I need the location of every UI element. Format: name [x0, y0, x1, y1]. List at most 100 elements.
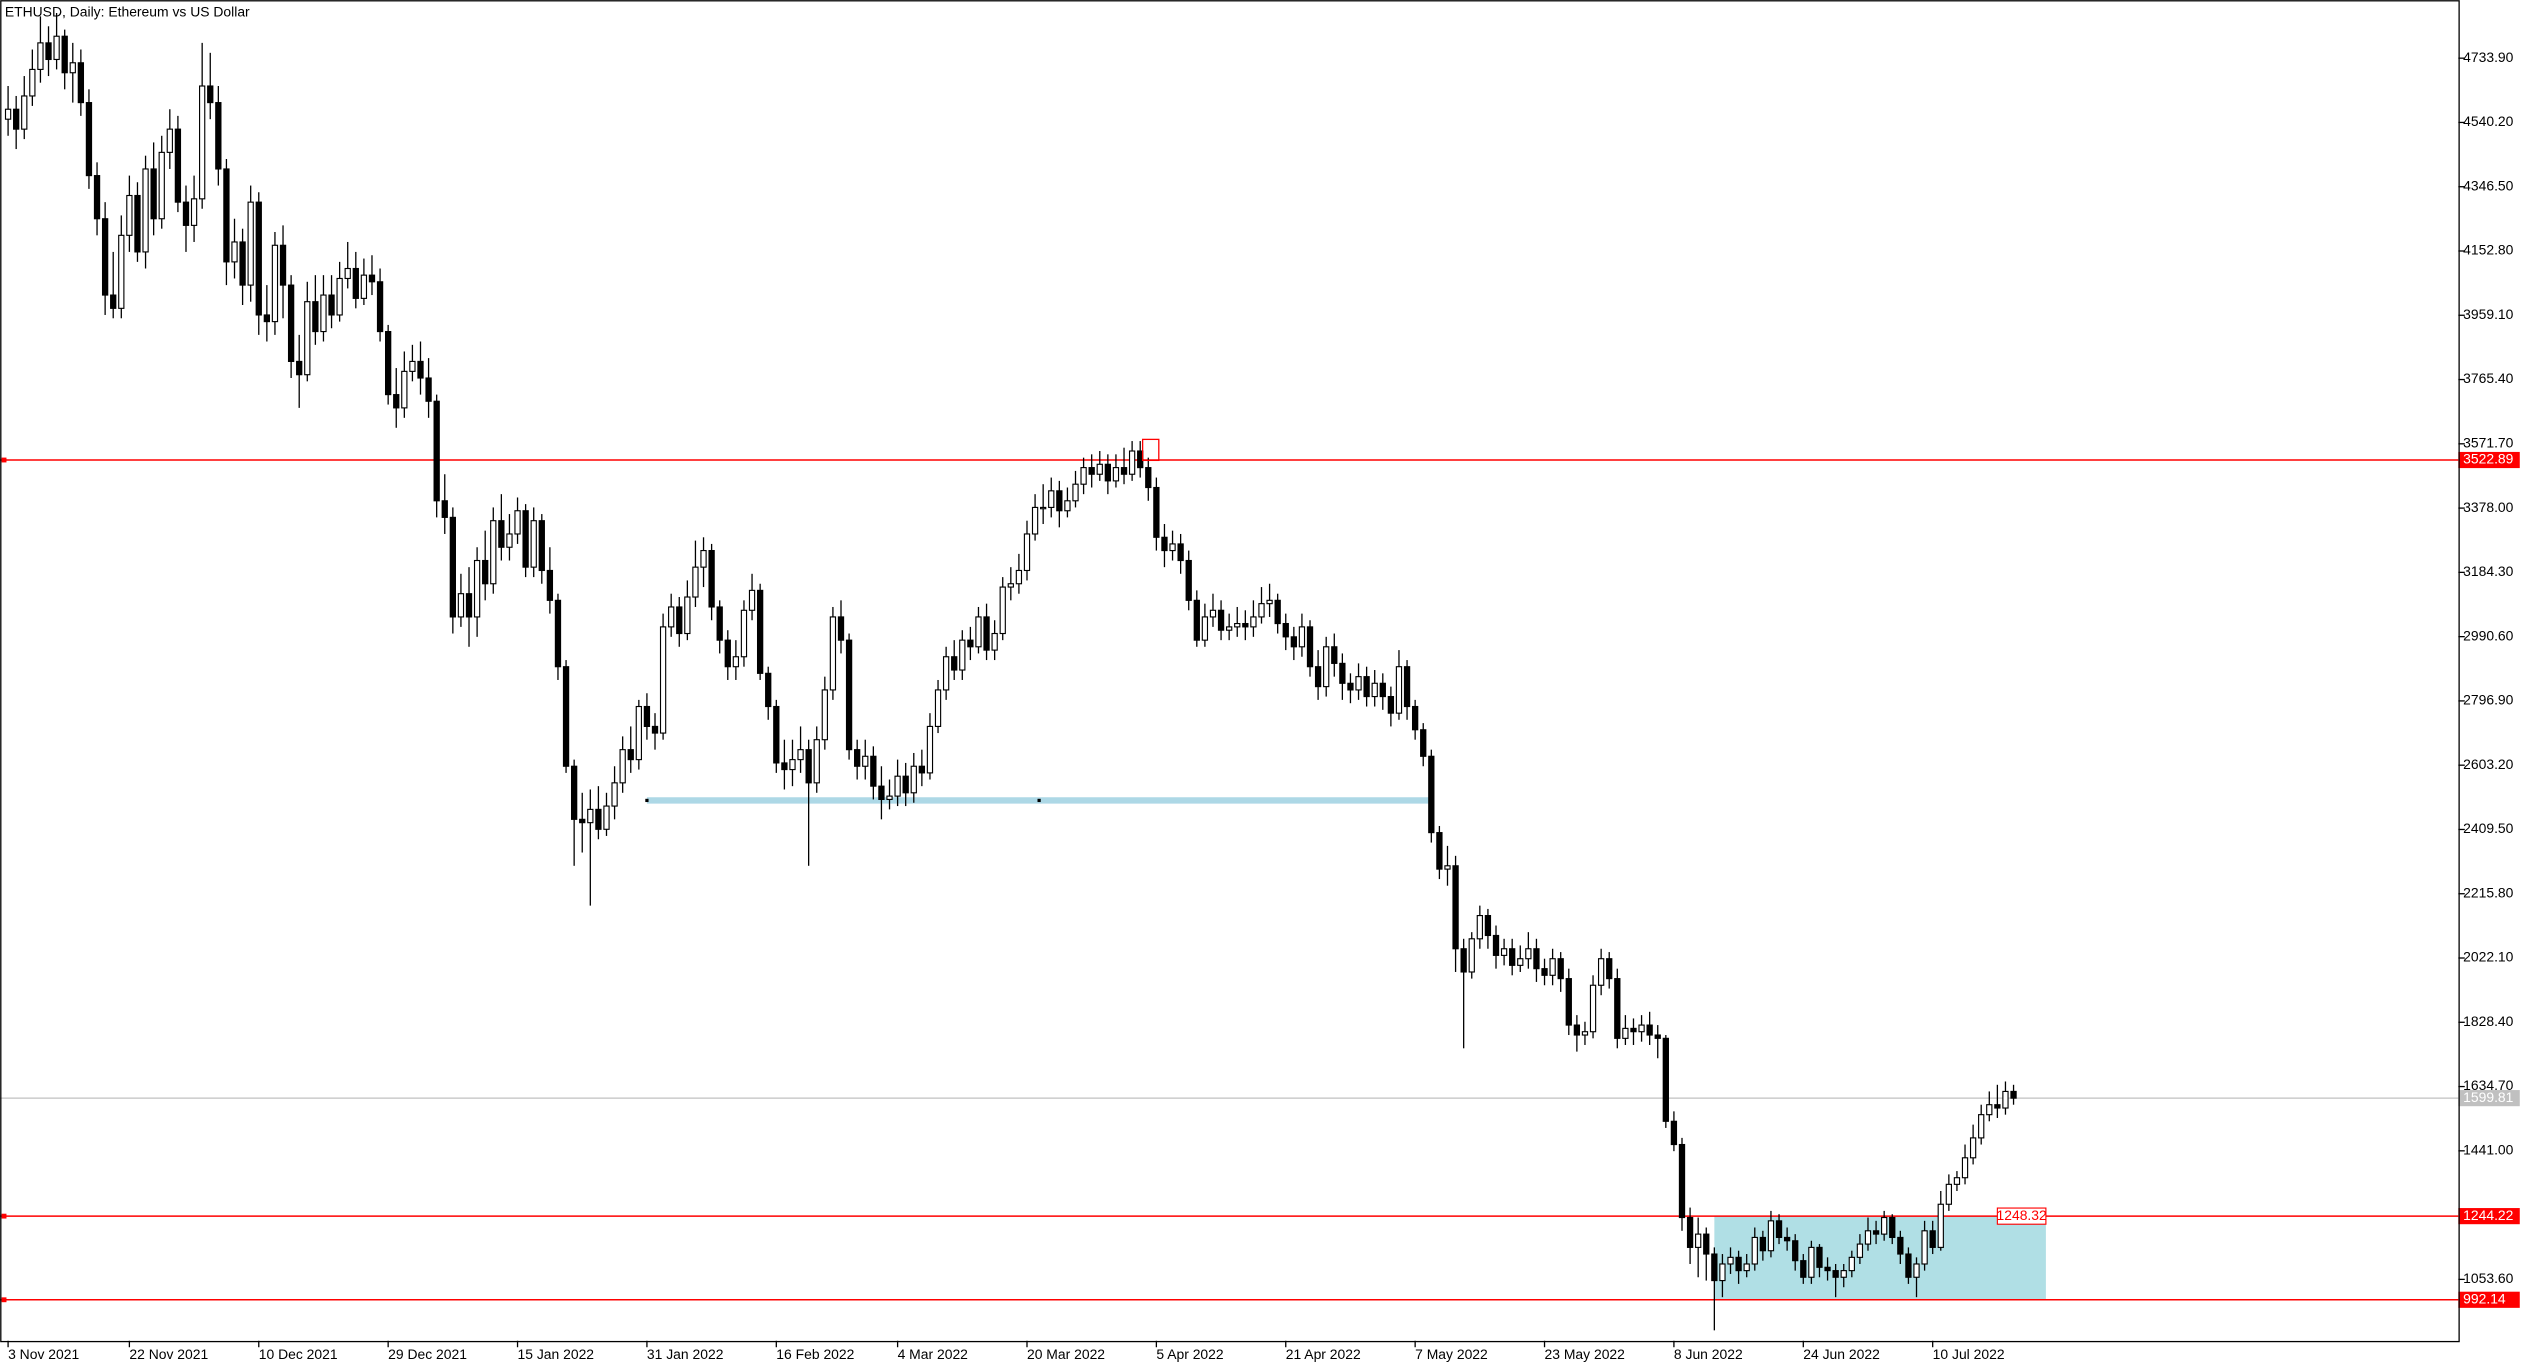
candle-body: [716, 606, 723, 641]
candle-body: [1565, 978, 1572, 1026]
candle-body: [473, 559, 481, 618]
candle-body: [1832, 1270, 1839, 1278]
candle-body: [21, 95, 28, 130]
candle-body: [813, 739, 820, 784]
candle-body: [829, 616, 837, 691]
candle-body: [1096, 463, 1103, 475]
y-tick-label: 2796.90: [2463, 692, 2514, 708]
candle-body: [1234, 622, 1241, 628]
candle-body: [126, 194, 133, 236]
candle-body: [490, 520, 497, 585]
level-handle: [1, 457, 7, 463]
level-label: 1244.22: [2463, 1207, 2514, 1223]
candle-body: [651, 725, 659, 734]
candle-body: [1120, 467, 1128, 475]
x-tick-label: 10 Dec 2021: [259, 1346, 338, 1362]
candle-body: [1824, 1266, 1831, 1272]
candle-body: [506, 533, 513, 548]
x-tick-label: 15 Jan 2022: [518, 1346, 595, 1362]
candle-body: [1969, 1137, 1977, 1159]
candle-body: [1500, 948, 1508, 956]
candle-body: [1088, 467, 1095, 475]
candles: [4, 13, 2017, 1331]
level-label-box: [2458, 451, 2520, 469]
candle-body: [1597, 958, 1605, 986]
candle-body: [1460, 948, 1467, 973]
candle-body: [1056, 490, 1063, 512]
candle-body: [1533, 948, 1540, 970]
candle-body: [1007, 583, 1014, 588]
candle-body: [239, 241, 246, 286]
candle-body: [611, 782, 618, 807]
candle-body: [1290, 636, 1297, 648]
candle-body: [328, 294, 335, 316]
candle-body: [854, 749, 861, 767]
level-handle: [1, 1297, 7, 1303]
candle-body: [538, 520, 545, 572]
candle-body: [1395, 666, 1403, 714]
candle-body: [1226, 626, 1233, 631]
candle-body: [1023, 533, 1031, 572]
candle-body: [1864, 1230, 1872, 1245]
candle-body: [1387, 696, 1395, 714]
candle-body: [1937, 1203, 1944, 1248]
x-tick-label: 20 Mar 2022: [1027, 1346, 1105, 1362]
plot-frame: [0, 0, 2460, 1343]
candle-body: [296, 360, 303, 376]
candle-body: [1622, 1027, 1629, 1039]
candle-body: [765, 672, 772, 708]
candle-body: [150, 168, 157, 220]
candle-body: [263, 314, 271, 323]
candle-body: [1015, 569, 1023, 585]
candle-body: [595, 808, 602, 830]
candle-body: [1638, 1024, 1645, 1033]
candle-body: [1209, 609, 1217, 618]
y-tick-label: 1634.70: [2463, 1077, 2514, 1093]
candle-body: [1549, 958, 1556, 976]
candle-body: [514, 510, 521, 535]
candle-body: [975, 616, 982, 648]
candle-body: [619, 749, 626, 784]
candle-body: [1428, 755, 1435, 834]
candle-body: [894, 775, 901, 797]
candle-body: [312, 301, 319, 333]
zone-label-box: [1996, 1207, 2047, 1225]
marker-box: [1141, 438, 1160, 462]
candle-body: [1282, 622, 1289, 638]
candle-body: [1064, 500, 1071, 512]
candle-body: [1347, 682, 1354, 691]
candle-body: [1816, 1246, 1823, 1268]
candle-body: [1201, 616, 1209, 641]
candle-body: [1686, 1216, 1694, 1248]
candle-body: [1961, 1157, 1969, 1179]
candle-body: [13, 108, 20, 130]
y-tick-label: 1053.60: [2463, 1270, 2514, 1286]
candle-body: [1258, 603, 1265, 618]
candle-body: [271, 244, 279, 323]
level-label-box: [2458, 1208, 2520, 1225]
candle-body: [425, 377, 432, 402]
candle-body: [570, 765, 578, 820]
candle-body: [1314, 666, 1322, 688]
over-layer: 4733.90 4540.20 4346.50 4152.80 3959.10 3765.…: [1, 49, 2520, 1362]
y-tick-label: 1828.40: [2463, 1013, 2514, 1029]
candle-body: [870, 755, 877, 787]
candle-body: [61, 35, 68, 74]
candle-body: [797, 749, 804, 761]
candle-body: [85, 102, 93, 177]
candle-body: [684, 596, 691, 635]
candle-body: [142, 168, 149, 253]
candle-body: [1792, 1240, 1799, 1262]
candle-body: [805, 749, 812, 784]
candle-body: [1986, 1104, 1993, 1116]
candle-body: [1767, 1220, 1775, 1252]
candle-body: [1945, 1183, 1953, 1205]
candle-body: [1670, 1120, 1678, 1146]
y-tick-label: 3959.10: [2463, 306, 2514, 322]
candle-body: [522, 510, 529, 568]
candle-body: [789, 759, 796, 771]
candle-body: [1735, 1256, 1742, 1272]
candle-body: [1509, 948, 1516, 966]
